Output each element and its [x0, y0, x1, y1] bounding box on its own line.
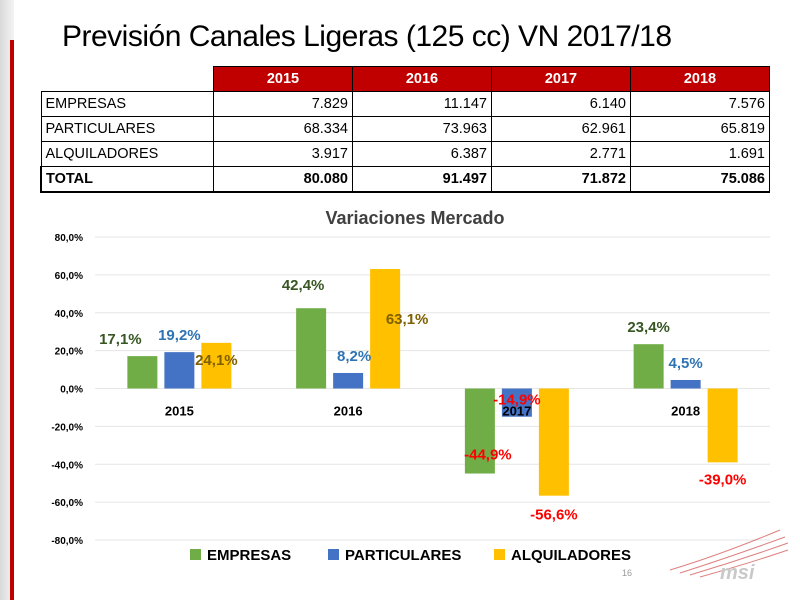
- sales-table: 2015 2016 2017 2018 EMPRESAS 7.829 11.14…: [40, 66, 770, 193]
- x-tick-label: 2017: [502, 404, 531, 419]
- table-header-2018: 2018: [630, 66, 770, 92]
- data-label: 24,1%: [195, 352, 238, 369]
- data-label: 8,2%: [337, 348, 371, 365]
- total-cell: 71.872: [491, 166, 631, 193]
- chart-title: Variaciones Mercado: [325, 208, 504, 228]
- table-cell: 6.140: [491, 91, 631, 117]
- total-cell: 80.080: [213, 166, 353, 193]
- page-number: 16: [622, 568, 633, 578]
- total-label: TOTAL: [40, 166, 214, 193]
- bar-particulares: [164, 352, 195, 389]
- total-cell: 91.497: [352, 166, 492, 193]
- legend-swatch: [494, 549, 505, 560]
- y-tick-label: 80,0%: [55, 233, 83, 244]
- data-label: -56,6%: [530, 507, 578, 524]
- table-header-2016: 2016: [352, 66, 492, 92]
- data-label: 23,4%: [627, 319, 670, 336]
- side-decoration-bar: [0, 0, 14, 600]
- legend-swatch: [328, 549, 339, 560]
- table-cell: 11.147: [352, 91, 492, 117]
- bar-empresas: [127, 356, 158, 389]
- bar-empresas: [633, 344, 664, 389]
- svg-text:msi: msi: [720, 562, 755, 584]
- bar-alquiladores: [370, 269, 401, 389]
- y-tick-label: -60,0%: [51, 498, 83, 509]
- table-header-2015: 2015: [213, 66, 353, 92]
- data-label: 63,1%: [386, 311, 429, 328]
- bar-alquiladores: [707, 388, 738, 463]
- legend-label: ALQUILADORES: [511, 547, 631, 564]
- row-label: PARTICULARES: [40, 116, 214, 142]
- legend-swatch: [190, 549, 201, 560]
- table-cell: 73.963: [352, 116, 492, 142]
- legend-label: EMPRESAS: [207, 547, 291, 564]
- table-cell: 1.691: [630, 141, 770, 167]
- y-tick-label: 40,0%: [55, 309, 83, 320]
- y-tick-label: 0,0%: [60, 385, 83, 396]
- bar-particulares: [501, 388, 532, 417]
- slide-title: Previsión Canales Ligeras (125 cc) VN 20…: [62, 20, 672, 53]
- y-tick-label: -40,0%: [51, 460, 83, 471]
- y-tick-label: -80,0%: [51, 536, 83, 547]
- row-label: ALQUILADORES: [40, 141, 214, 167]
- bar-particulares: [333, 372, 364, 389]
- x-tick-label: 2015: [165, 404, 194, 419]
- table-cell: 68.334: [213, 116, 353, 142]
- data-label: 42,4%: [282, 277, 325, 294]
- market-variation-chart: Variaciones Mercado 80,0% 60,0% 40,0% 20,0% 0…: [51, 208, 770, 564]
- bar-empresas: [296, 308, 327, 389]
- table-cell: 7.576: [630, 91, 770, 117]
- table-header-row: 2015 2016 2017 2018: [41, 66, 770, 92]
- table-cell: 6.387: [352, 141, 492, 167]
- table-header-2017: 2017: [491, 66, 631, 92]
- bar-alquiladores: [201, 342, 232, 389]
- table-total-row: TOTAL 80.080 91.497 71.872 75.086: [40, 166, 770, 193]
- total-cell: 75.086: [630, 166, 770, 193]
- bar-alquiladores: [538, 388, 569, 496]
- msi-logo: msi: [669, 529, 789, 584]
- legend-label: PARTICULARES: [345, 547, 461, 564]
- data-label: 4,5%: [669, 355, 703, 372]
- table-cell: 65.819: [630, 116, 770, 142]
- table-cell: 7.829: [213, 91, 353, 117]
- table-cell: 3.917: [213, 141, 353, 167]
- bar-empresas: [464, 388, 495, 474]
- y-tick-label: 60,0%: [55, 271, 83, 282]
- y-tick-label: 20,0%: [55, 347, 83, 358]
- table-row: EMPRESAS 7.829 11.147 6.140 7.576: [40, 91, 770, 117]
- table-header-empty: [41, 67, 214, 92]
- x-tick-label: 2016: [334, 404, 363, 419]
- x-tick-label: 2018: [671, 404, 700, 419]
- table-row: PARTICULARES 68.334 73.963 62.961 65.819: [40, 116, 770, 142]
- table-cell: 62.961: [491, 116, 631, 142]
- table-row: ALQUILADORES 3.917 6.387 2.771 1.691: [40, 141, 770, 167]
- y-tick-label: -20,0%: [51, 422, 83, 433]
- data-label: 19,2%: [158, 327, 201, 344]
- data-label: -39,0%: [699, 471, 747, 488]
- bar-particulares: [670, 379, 701, 389]
- data-label: -44,9%: [464, 447, 512, 464]
- data-label: 17,1%: [99, 331, 142, 348]
- row-label: EMPRESAS: [40, 91, 214, 117]
- data-label: -14,9%: [493, 392, 541, 409]
- table-cell: 2.771: [491, 141, 631, 167]
